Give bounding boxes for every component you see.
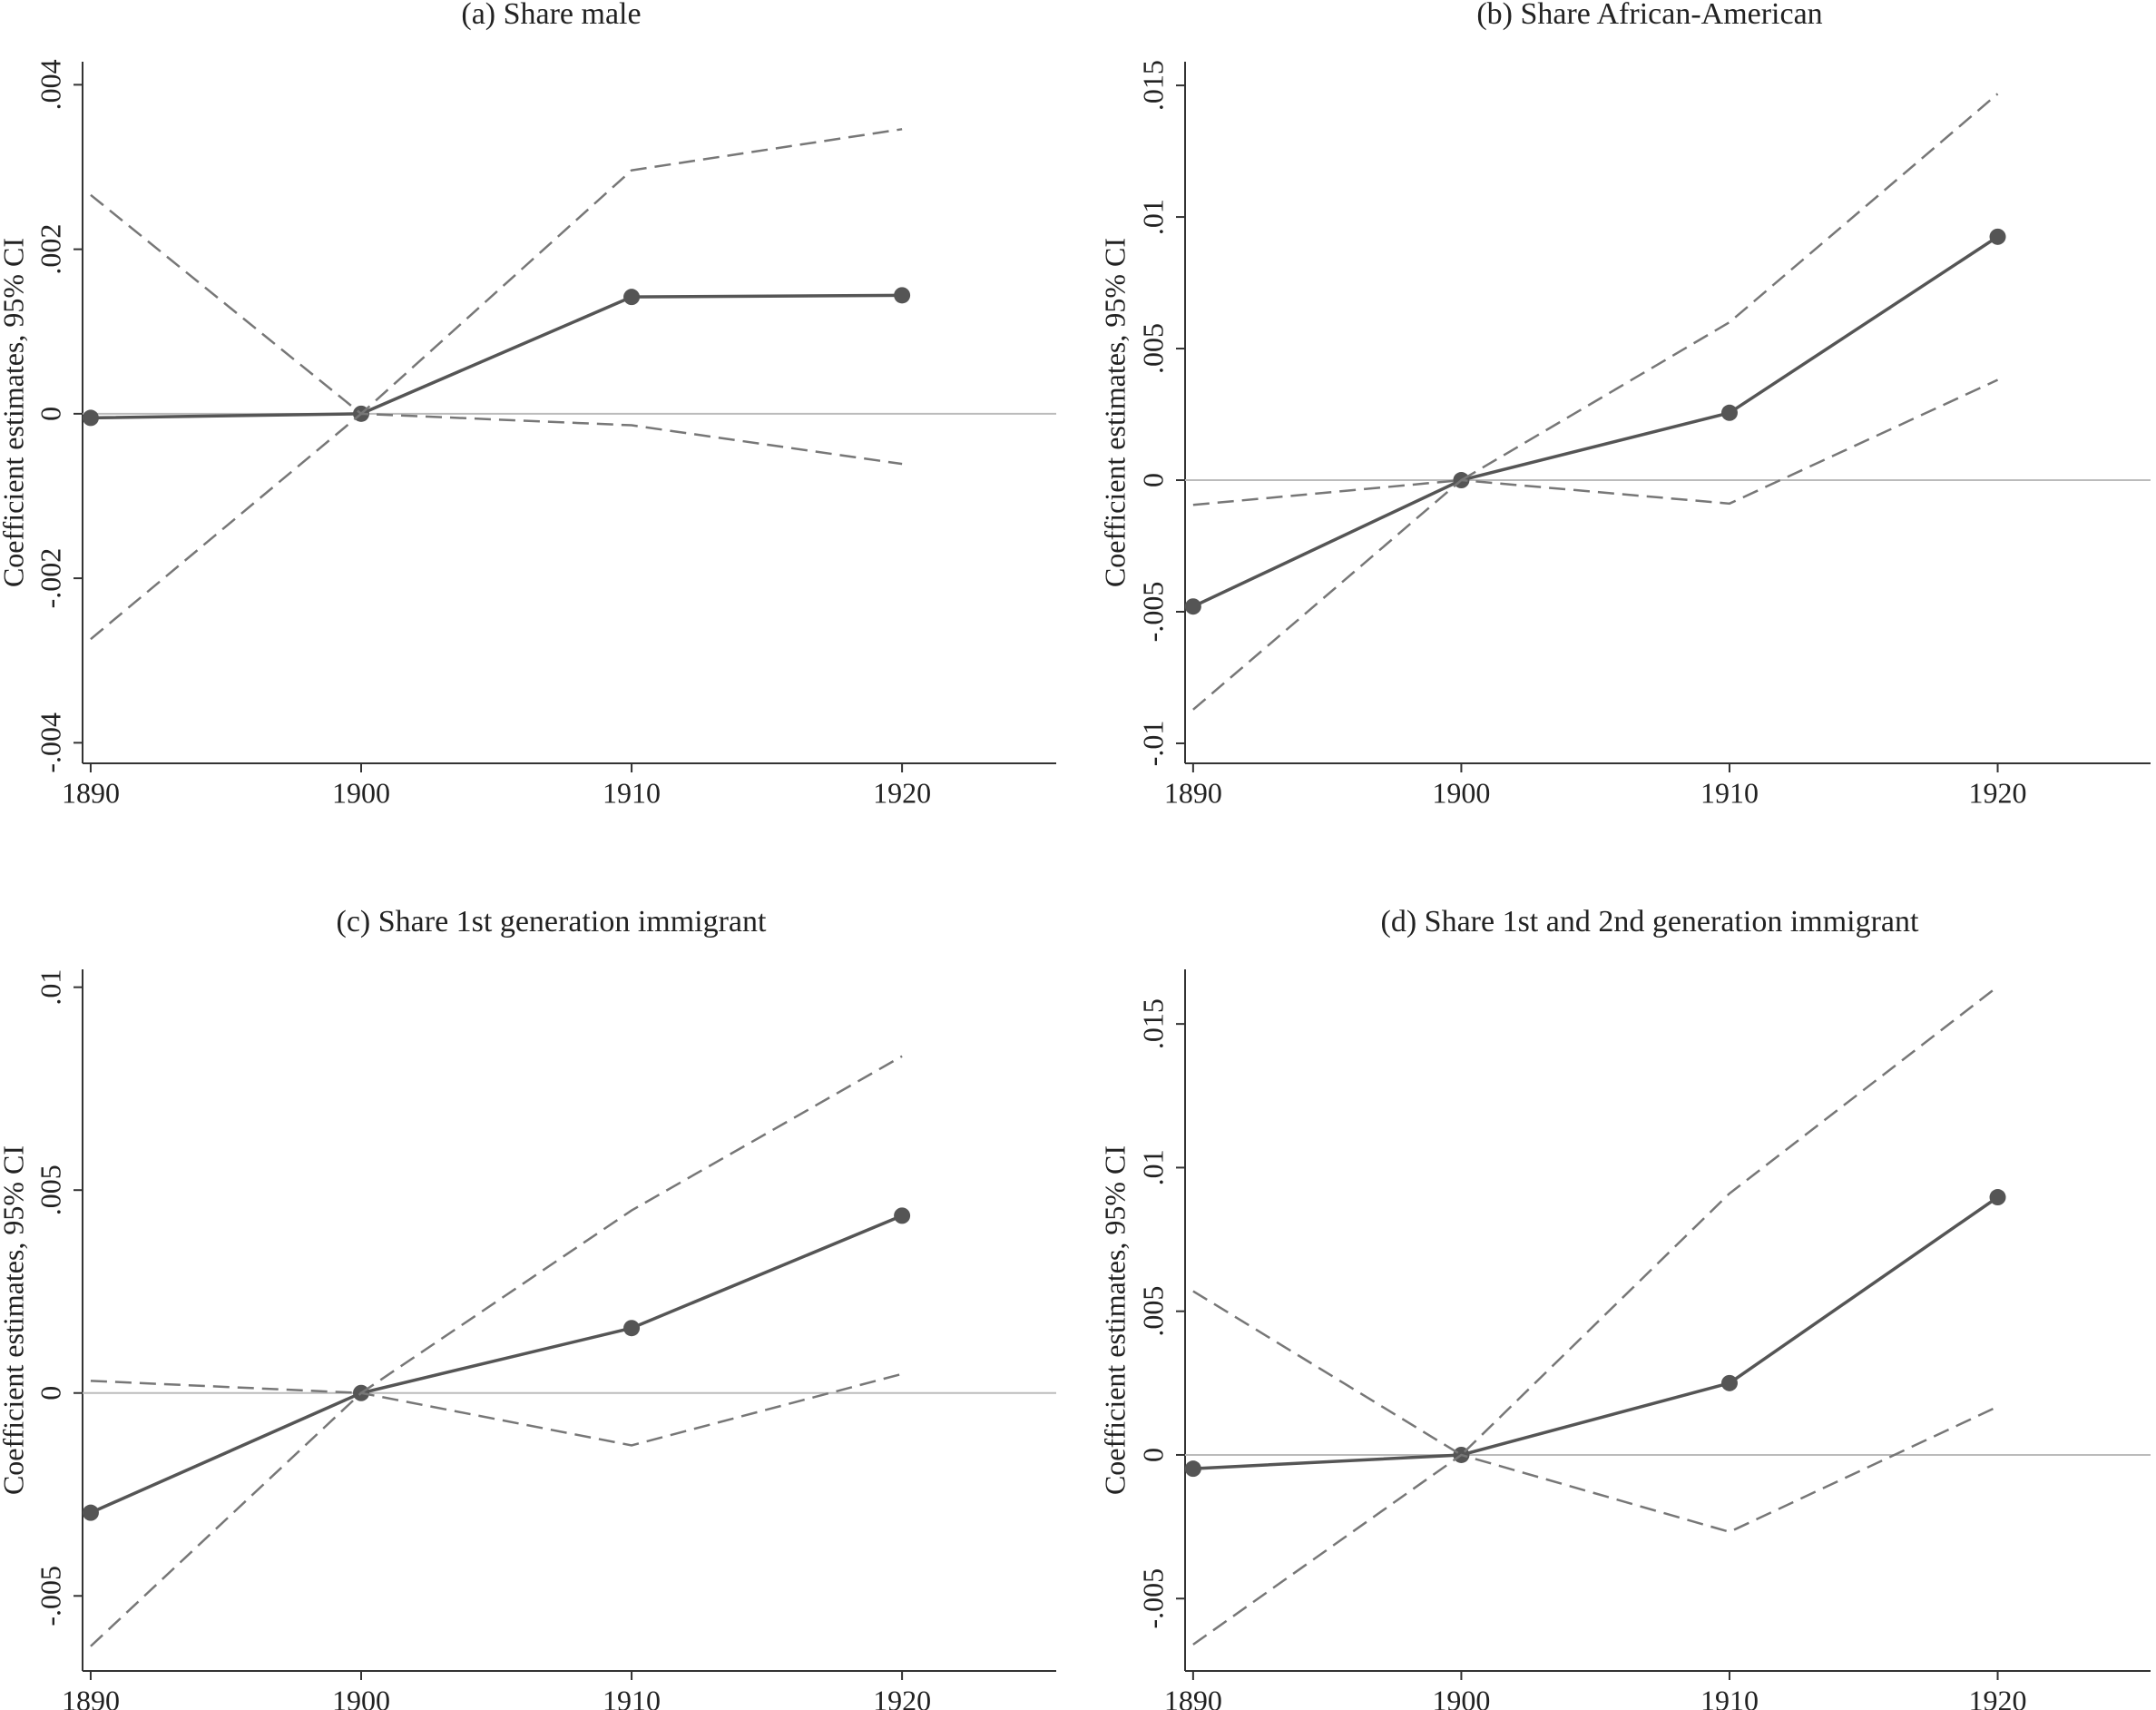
- y-axis-label: Coefficient estimates, 95% CI: [0, 238, 29, 587]
- y-tick-label: .01: [1136, 1149, 1169, 1185]
- estimate-line: [90, 293, 903, 420]
- x-tick-label: 1920: [873, 1684, 931, 1710]
- y-tick-label: -.005: [34, 1566, 66, 1626]
- y-tick-label: .01: [1136, 199, 1169, 235]
- panel-title: (a) Share male: [461, 0, 641, 31]
- y-tick-label: -.004: [34, 712, 66, 773]
- estimate-line: [1192, 1195, 1999, 1470]
- x-tick-label: 1890: [62, 1684, 120, 1710]
- y-tick-label: .004: [34, 59, 66, 110]
- y-axis-label: Coefficient estimates, 95% CI: [1098, 238, 1131, 587]
- x-tick-label: 1920: [1969, 1684, 2027, 1710]
- estimate-point: [82, 409, 99, 427]
- estimate-point: [623, 1320, 641, 1337]
- ci-line: [90, 128, 903, 416]
- ci-line: [90, 412, 903, 641]
- x-tick-label: 1890: [62, 776, 120, 809]
- x-tick-label: 1920: [873, 776, 931, 809]
- y-tick-label: -.005: [1136, 582, 1169, 643]
- estimate-point: [1184, 1460, 1201, 1478]
- x-tick-label: 1900: [332, 776, 390, 809]
- ci-line: [1192, 378, 1999, 711]
- estimate-point: [1720, 404, 1738, 421]
- estimate-point: [1989, 228, 2006, 245]
- ci-line: [90, 1372, 903, 1647]
- y-tick-label: .005: [1136, 323, 1169, 374]
- y-tick-label: -.01: [1136, 721, 1169, 767]
- y-tick-label: -.002: [34, 548, 66, 609]
- x-tick-label: 1890: [1164, 776, 1222, 809]
- y-tick-label: -.005: [1136, 1568, 1169, 1629]
- panel-title: (d) Share 1st and 2nd generation immigra…: [1381, 905, 1920, 939]
- estimate-point: [1720, 1374, 1738, 1391]
- y-tick-label: .015: [1136, 998, 1169, 1049]
- estimate-point: [1989, 1189, 2006, 1206]
- x-tick-label: 1910: [603, 776, 661, 809]
- estimate-point: [894, 287, 911, 304]
- ci-line: [1192, 986, 1999, 1457]
- y-tick-label: 0: [34, 407, 66, 421]
- panel-title: (b) Share African-American: [1476, 0, 1822, 31]
- estimate-point: [1184, 598, 1201, 615]
- y-tick-label: 0: [34, 1386, 66, 1400]
- x-tick-label: 1900: [1432, 776, 1490, 809]
- y-tick-label: 0: [1136, 1448, 1169, 1462]
- x-tick-label: 1910: [603, 1684, 661, 1710]
- panel-title: (c) Share 1st generation immigrant: [337, 905, 768, 939]
- estimate-point: [623, 289, 641, 306]
- ci-line: [90, 1055, 903, 1395]
- y-tick-label: .01: [34, 969, 66, 1006]
- y-axis-label: Coefficient estimates, 95% CI: [1098, 1145, 1131, 1495]
- y-tick-label: .015: [1136, 60, 1169, 111]
- estimate-point: [894, 1207, 911, 1224]
- ci-line: [1192, 93, 1999, 506]
- y-tick-label: .005: [1136, 1286, 1169, 1337]
- x-tick-label: 1890: [1164, 1684, 1222, 1710]
- estimate-point: [82, 1504, 99, 1521]
- estimate-line: [1192, 235, 1999, 608]
- x-tick-label: 1910: [1700, 776, 1759, 809]
- x-tick-label: 1910: [1700, 1684, 1759, 1710]
- y-tick-label: .005: [34, 1165, 66, 1215]
- y-axis-label: Coefficient estimates, 95% CI: [0, 1145, 29, 1495]
- x-tick-label: 1900: [332, 1684, 390, 1710]
- x-tick-label: 1920: [1969, 776, 2027, 809]
- estimate-line: [90, 1214, 903, 1515]
- x-tick-label: 1900: [1432, 1684, 1490, 1710]
- y-tick-label: .002: [34, 224, 66, 275]
- ci-line: [1192, 1405, 1999, 1646]
- y-tick-label: 0: [1136, 473, 1169, 487]
